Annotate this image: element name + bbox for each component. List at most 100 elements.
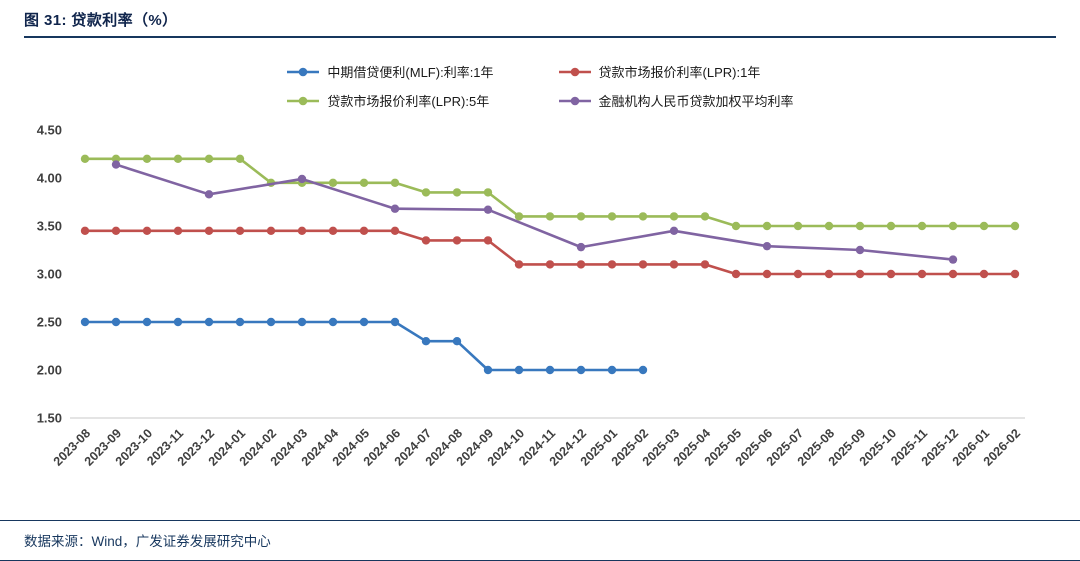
legend-label: 中期借贷便利(MLF):利率:1年: [327, 65, 494, 80]
data-point: [328, 178, 338, 187]
data-point: [638, 212, 648, 221]
data-point: [297, 174, 307, 184]
data-point: [669, 226, 679, 235]
data-point: [762, 241, 772, 251]
data-point: [948, 269, 958, 279]
data-point: [359, 226, 369, 235]
data-point: [266, 317, 276, 327]
line-marker-icon: [558, 67, 591, 76]
data-point: [576, 260, 586, 269]
data-point: [576, 212, 586, 221]
data-point: [638, 365, 648, 375]
data-point: [483, 365, 493, 375]
data-point: [762, 269, 772, 279]
data-point: [204, 317, 214, 327]
data-point: [824, 221, 834, 231]
data-point: [483, 188, 493, 197]
data-point: [514, 212, 524, 221]
data-point: [576, 365, 586, 375]
data-point: [607, 365, 617, 375]
data-point: [297, 317, 307, 327]
legend: 中期借贷便利(MLF):利率:1年 贷款市场报价利率(LPR):1年贷款市场报价利…: [0, 62, 1080, 110]
data-point: [421, 236, 431, 245]
legend-item: 金融机构人民币贷款加权平均利率: [558, 91, 794, 110]
legend-label: 金融机构人民币贷款加权平均利率: [598, 94, 794, 109]
data-point: [793, 221, 803, 231]
data-point: [204, 154, 214, 163]
data-point: [948, 255, 958, 264]
data-point: [762, 221, 772, 231]
data-point: [669, 260, 679, 269]
data-point: [80, 226, 90, 235]
data-point: [421, 337, 431, 346]
y-axis-tick-label: 2.00: [37, 363, 62, 378]
data-point: [111, 226, 121, 235]
data-point: [886, 221, 896, 231]
data-point: [731, 269, 741, 279]
data-point: [142, 154, 152, 163]
data-point: [359, 178, 369, 187]
data-point: [204, 190, 214, 199]
data-point: [390, 178, 400, 187]
data-point: [111, 154, 121, 163]
legend-item: 中期借贷便利(MLF):利率:1年: [286, 62, 494, 81]
data-point: [855, 269, 865, 279]
data-point: [421, 188, 431, 197]
data-point: [855, 245, 865, 255]
y-axis-tick-label: 2.50: [37, 315, 62, 330]
data-point: [452, 188, 462, 197]
data-point: [328, 317, 338, 327]
data-point: [607, 212, 617, 221]
data-point: [669, 212, 679, 221]
data-point: [235, 226, 245, 235]
y-axis-tick-label: 4.50: [37, 123, 62, 138]
data-point: [297, 226, 307, 235]
footer-top-divider: [0, 520, 1080, 521]
data-point: [1010, 269, 1020, 279]
data-point: [607, 260, 617, 269]
data-point: [173, 317, 183, 327]
data-point: [328, 226, 338, 235]
data-point: [111, 317, 121, 327]
data-point: [142, 226, 152, 235]
data-point: [235, 154, 245, 163]
data-point: [142, 317, 152, 327]
data-point: [390, 226, 400, 235]
data-point: [979, 269, 989, 279]
data-point: [979, 221, 989, 231]
data-point: [111, 160, 121, 169]
y-axis-tick-label: 3.50: [37, 219, 62, 234]
data-point: [452, 236, 462, 245]
data-point: [452, 337, 462, 346]
legend-label: 贷款市场报价利率(LPR):5年: [327, 94, 490, 109]
line-marker-icon: [287, 67, 320, 76]
data-point: [700, 260, 710, 269]
figure-header: 图 31: 贷款利率（%）: [0, 0, 1080, 38]
series-line-0: [85, 320, 643, 372]
data-point: [793, 269, 803, 279]
data-point: [545, 365, 555, 375]
data-point: [855, 221, 865, 231]
data-point: [173, 154, 183, 163]
data-point: [1010, 221, 1020, 231]
title-divider: [24, 36, 1056, 38]
loan-rate-chart: 1.502.002.503.003.504.004.502023-082023-…: [37, 123, 1025, 469]
data-point: [80, 317, 90, 327]
data-point: [483, 205, 493, 214]
data-point: [390, 317, 400, 327]
data-point: [514, 365, 524, 375]
data-point: [917, 221, 927, 231]
data-point: [545, 212, 555, 221]
y-axis-tick-label: 3.00: [37, 267, 62, 282]
data-point: [948, 221, 958, 231]
data-point: [390, 204, 400, 213]
data-point: [545, 260, 555, 269]
data-point: [576, 242, 586, 252]
data-point: [824, 269, 834, 279]
legend-label: 贷款市场报价利率(LPR):1年: [598, 65, 761, 80]
figure-title: 图 31: 贷款利率（%）: [24, 12, 178, 29]
data-point: [204, 226, 214, 235]
series-line-3: [115, 163, 954, 261]
figure-footer: 数据来源：Wind，广发证券发展研究中心: [0, 520, 1080, 561]
data-point: [886, 269, 896, 279]
